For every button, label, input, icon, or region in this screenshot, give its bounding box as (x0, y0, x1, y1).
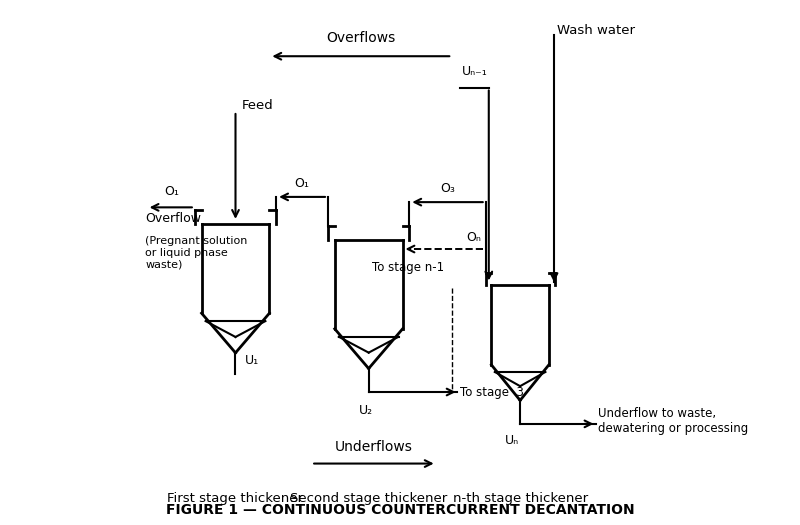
Text: Uₙ₋₁: Uₙ₋₁ (462, 65, 487, 78)
Text: To stage n-1: To stage n-1 (372, 260, 444, 274)
Text: (Pregnant solution
or liquid phase
waste): (Pregnant solution or liquid phase waste… (145, 236, 247, 269)
Text: O₁: O₁ (294, 176, 310, 190)
Text: U₂: U₂ (359, 404, 373, 416)
Text: Oₙ: Oₙ (466, 231, 482, 244)
Text: Underflow to waste,
dewatering or processing: Underflow to waste, dewatering or proces… (598, 407, 749, 435)
Text: First stage thickener: First stage thickener (167, 492, 303, 505)
Text: FIGURE 1 — CONTINUOUS COUNTERCURRENT DECANTATION: FIGURE 1 — CONTINUOUS COUNTERCURRENT DEC… (166, 503, 634, 517)
Text: Feed: Feed (242, 99, 274, 112)
Text: O₁: O₁ (165, 185, 179, 198)
Text: Underflows: Underflows (335, 440, 413, 454)
Text: To stage  3: To stage 3 (460, 385, 524, 398)
Text: Overflow: Overflow (145, 212, 201, 225)
Text: Uₙ: Uₙ (506, 434, 519, 447)
Text: Wash water: Wash water (557, 24, 634, 37)
Text: U₁: U₁ (245, 354, 259, 367)
Text: O₃: O₃ (440, 182, 455, 195)
Text: Second stage thickener: Second stage thickener (290, 492, 447, 505)
Text: Overflows: Overflows (326, 31, 395, 45)
Text: n-th stage thickener: n-th stage thickener (453, 492, 588, 505)
